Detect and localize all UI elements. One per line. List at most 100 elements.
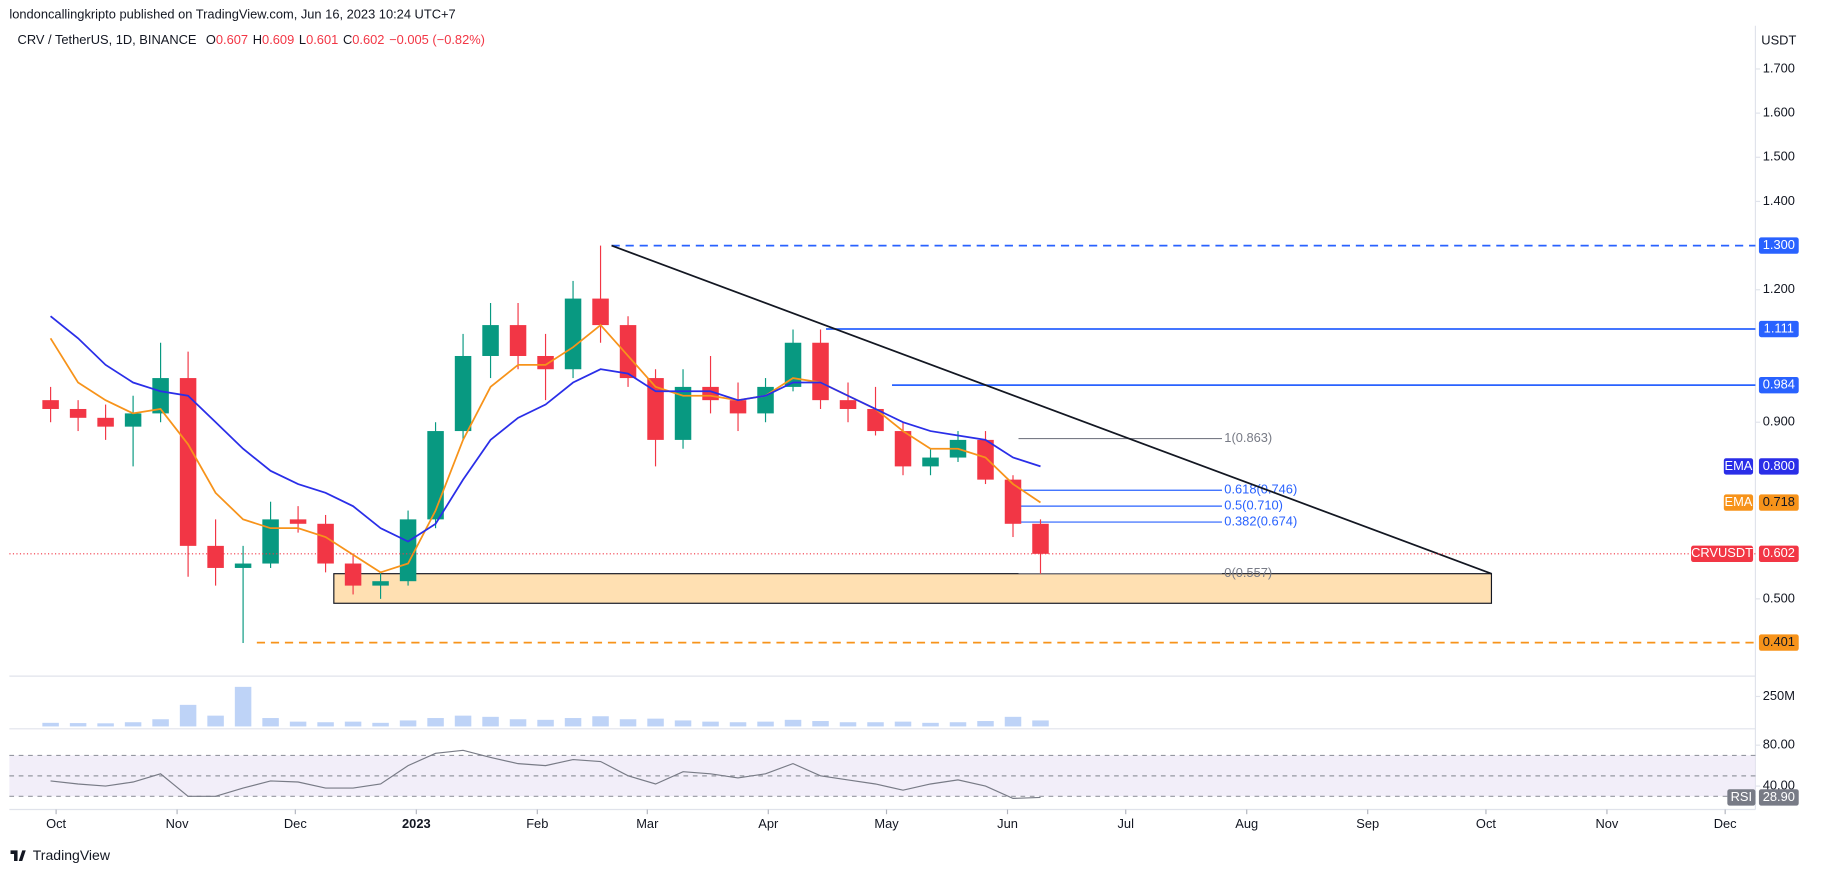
level-label-box [1758, 634, 1799, 651]
price-label: 0.800 [1763, 458, 1795, 473]
candle-body [812, 342, 829, 401]
price-label-box [1758, 458, 1799, 475]
x-tick-label: Feb [526, 816, 548, 831]
trendline [611, 244, 1492, 575]
volume-bar [454, 715, 472, 727]
volume-bar [922, 722, 939, 727]
fib-label: 0(0.557) [1224, 565, 1272, 580]
volume-bar [1032, 720, 1049, 727]
volume-bar [69, 723, 87, 727]
candle-body [454, 355, 472, 432]
rsi-label-box [1758, 789, 1799, 806]
rsi-line [50, 749, 1041, 799]
candle-body [124, 413, 142, 427]
price-name: EMA [1725, 494, 1753, 509]
candle-body [344, 563, 362, 586]
x-tick-label: Oct [46, 816, 66, 831]
ema-line [50, 315, 1041, 543]
volume-bar [757, 721, 774, 727]
x-tick-label: Sep [1356, 816, 1379, 831]
legend-value: 0.609 [262, 32, 294, 47]
volume-bar [97, 723, 114, 727]
volume-bar [207, 715, 224, 727]
candle-body [592, 298, 609, 326]
symbol-legend: CRV / TetherUS, 1D, BINANCE O0.607 H0.609 L… [18, 32, 485, 47]
y-tick-label: 1.600 [1763, 105, 1795, 120]
volume-bar [647, 718, 664, 727]
legend-key: O [206, 32, 216, 47]
price-label-box [1758, 494, 1799, 511]
volume-bar [674, 720, 692, 727]
x-tick-label: Dec [284, 816, 307, 831]
candle-body [894, 431, 912, 467]
volume-bar [784, 719, 802, 727]
price-name: EMA [1725, 458, 1753, 473]
volume-bar [234, 686, 252, 727]
candle-body [757, 386, 774, 414]
candle-body [427, 431, 444, 520]
x-tick-label: May [874, 816, 899, 831]
volume-bar [179, 704, 197, 727]
candle-body [867, 408, 884, 432]
fib-label: 0.618(0.746) [1224, 482, 1297, 497]
support-zone [333, 573, 1493, 604]
x-tick-label: Nov [166, 816, 189, 831]
rsi-name: RSI [1731, 789, 1752, 804]
volume-bar [977, 721, 994, 727]
x-tick-label: Dec [1714, 816, 1737, 831]
level-label-box [1758, 320, 1799, 338]
y-tick-label: 0.500 [1763, 590, 1795, 605]
level-label: 1.111 [1764, 320, 1794, 335]
volume-bar [592, 716, 609, 727]
legend-value: 0.607 [216, 32, 248, 47]
rsi-tick-label: 80.00 [1763, 737, 1795, 752]
y-tick-label: 0.900 [1763, 414, 1795, 429]
footer-brand: TradingView [33, 847, 111, 863]
price-name-box [1691, 545, 1754, 563]
volume-bar [289, 721, 307, 727]
volume-bar [619, 719, 637, 727]
volume-bar [867, 722, 884, 727]
volume-bar [482, 716, 499, 727]
volume-bar [42, 722, 59, 727]
candle-body [647, 378, 664, 440]
candle-body [977, 439, 994, 480]
x-tick-label: Apr [758, 816, 779, 831]
level-label-box [1758, 237, 1799, 254]
candle-body [1004, 479, 1022, 524]
publisher: londoncallingkripto published on Trading… [9, 7, 455, 22]
volume-bar [564, 718, 582, 727]
rsi-label: 28.90 [1763, 789, 1795, 804]
volume-bar [812, 721, 829, 727]
candle-body [619, 325, 637, 379]
legend-change: −0.005 (−0.82%) [389, 32, 485, 47]
logo [10, 850, 26, 861]
candle-body [317, 523, 334, 564]
logo-icon [10, 850, 26, 861]
candle-body [179, 378, 197, 546]
y-tick-label: 1.700 [1763, 60, 1795, 75]
legend-key: C [343, 32, 352, 47]
candle-body [1032, 523, 1049, 554]
candle-body [839, 400, 857, 409]
volume-tick-label: 250M [1763, 688, 1795, 703]
x-tick-label: Aug [1235, 816, 1258, 831]
y-tick-label: 1.500 [1763, 149, 1795, 164]
volume-bar [372, 722, 389, 727]
legend-value: 0.602 [352, 32, 384, 47]
volume-bar [894, 721, 912, 727]
price-name-box [1723, 494, 1754, 511]
candle-body [922, 457, 939, 467]
volume-bar [729, 722, 747, 727]
candle-body [509, 325, 527, 356]
x-tick-label: Jun [997, 816, 1018, 831]
rsi-tick-label: 40.00 [1763, 777, 1795, 792]
volume-bar [124, 722, 142, 727]
volume-bar [399, 720, 417, 727]
candle-body [97, 417, 114, 427]
volume-bar [1004, 716, 1022, 727]
volume-bar [317, 722, 334, 727]
fib-label: 1(0.863) [1224, 430, 1272, 445]
